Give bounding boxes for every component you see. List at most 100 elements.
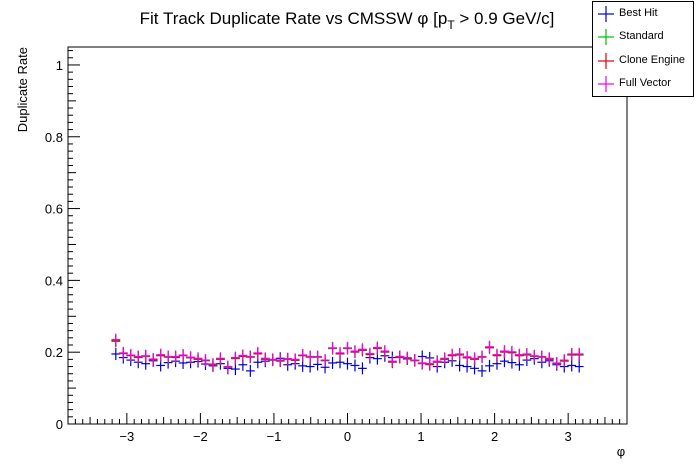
x-tick-label: 0 — [344, 429, 351, 444]
data-point — [372, 341, 382, 354]
data-point — [574, 360, 584, 373]
x-axis: −3 −2 −1 0 1 2 3 — [67, 413, 628, 444]
data-point — [230, 351, 240, 364]
data-point — [455, 347, 465, 360]
data-point — [290, 353, 300, 366]
data-point — [372, 352, 382, 365]
data-point — [118, 346, 128, 359]
data-point — [529, 349, 539, 362]
data-point — [163, 350, 173, 363]
series-full-vector — [111, 333, 584, 373]
data-point — [148, 353, 158, 366]
data-point — [380, 345, 390, 358]
data-point — [559, 354, 569, 367]
data-point — [320, 354, 330, 367]
x-axis-label: φ — [617, 444, 625, 459]
data-point — [350, 345, 360, 358]
legend-label: Clone Engine — [619, 54, 686, 66]
data-point — [133, 350, 143, 363]
data-point — [238, 349, 248, 362]
data-point — [462, 350, 472, 363]
data-point — [275, 354, 285, 367]
data-point — [343, 357, 352, 370]
data-point — [223, 360, 233, 373]
data-point — [567, 347, 577, 360]
data-point — [260, 352, 270, 365]
data-point — [470, 352, 479, 365]
data-point — [350, 359, 360, 372]
data-point — [111, 333, 121, 346]
data-point — [417, 356, 427, 369]
data-point — [193, 352, 203, 365]
data-point — [358, 362, 367, 375]
data-point — [298, 349, 308, 362]
legend-label: Best Hit — [619, 7, 658, 19]
x-tick-label: 1 — [417, 429, 424, 444]
legend-item-clone-engine: Clone Engine — [593, 50, 693, 72]
data-point — [171, 350, 181, 363]
legend-label: Full Vector — [619, 77, 671, 89]
data-point — [507, 345, 517, 358]
data-point — [514, 348, 524, 361]
y-tick-label: 0.2 — [45, 345, 63, 360]
x-tick-label: 3 — [565, 429, 572, 444]
data-point — [485, 340, 494, 353]
x-tick-label: −1 — [267, 429, 282, 444]
data-point — [544, 352, 554, 365]
data-point — [201, 354, 210, 367]
data-point — [447, 348, 457, 361]
data-point — [395, 350, 405, 363]
data-point — [253, 346, 263, 359]
data-point — [328, 356, 337, 369]
data-point — [156, 348, 166, 361]
data-point — [245, 364, 255, 377]
y-tick-label: 0 — [56, 417, 63, 432]
data-point — [358, 343, 367, 356]
data-point — [567, 359, 577, 372]
data-point — [283, 352, 293, 365]
data-point — [574, 347, 584, 360]
legend: Best Hit Standard Clone Engine Full Vect… — [592, 1, 694, 97]
y-tick-label: 0.8 — [45, 130, 63, 145]
data-point — [500, 345, 509, 358]
best-hit-marker-icon — [598, 6, 614, 22]
data-point — [141, 349, 151, 362]
data-point — [492, 348, 502, 361]
legend-label: Standard — [619, 30, 664, 42]
data-point — [335, 346, 345, 359]
x-tick-label: 2 — [491, 429, 498, 444]
y-tick-label: 0.6 — [45, 202, 63, 217]
x-tick-label: −3 — [119, 429, 134, 444]
data-point — [268, 353, 278, 366]
data-markers — [111, 333, 584, 377]
chart-title: Fit Track Duplicate Rate vs CMSSW φ [pT … — [140, 9, 555, 32]
data-point — [477, 350, 487, 363]
legend-item-full-vector: Full Vector — [593, 73, 693, 95]
data-point — [537, 350, 547, 363]
data-point — [432, 355, 442, 368]
data-point — [440, 352, 450, 365]
data-point — [455, 359, 465, 372]
clone-engine-marker-icon — [598, 53, 614, 69]
data-point — [216, 352, 225, 365]
data-point — [305, 350, 315, 363]
data-point — [186, 351, 195, 364]
data-point — [552, 356, 562, 369]
data-point — [410, 354, 420, 367]
legend-item-best-hit: Best Hit — [593, 3, 693, 25]
y-tick-label: 0.4 — [45, 273, 63, 288]
data-point — [477, 364, 487, 377]
data-point — [111, 347, 121, 360]
data-point — [126, 349, 136, 362]
full-vector-marker-icon — [598, 76, 614, 92]
data-point — [328, 341, 337, 354]
data-point — [208, 358, 218, 371]
standard-marker-icon — [598, 29, 614, 45]
data-point — [245, 350, 255, 363]
data-point — [387, 355, 397, 368]
data-point — [365, 347, 375, 360]
y-axis: 0 0.2 0.4 0.6 0.8 1 — [45, 50, 80, 432]
data-point — [485, 359, 494, 372]
data-point — [402, 351, 412, 364]
